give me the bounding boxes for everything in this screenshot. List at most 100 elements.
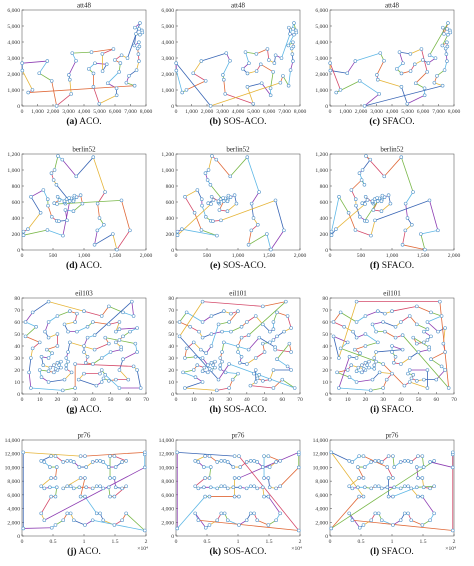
city-point [391, 523, 395, 527]
tour-edge [383, 156, 402, 177]
tour-edge [107, 71, 120, 84]
x-tick-label: 500 [49, 253, 58, 259]
x-tick-label: 70 [297, 397, 303, 403]
city-point [393, 325, 398, 329]
city-point [415, 304, 419, 309]
tour-edge [43, 467, 146, 521]
city-point [376, 340, 380, 345]
city-point [350, 486, 355, 491]
x-tick-label: 1 [83, 539, 86, 545]
x-tick-label: 50 [108, 397, 114, 403]
city-point [254, 69, 259, 73]
city-point [53, 476, 58, 480]
tour-edge [346, 60, 356, 74]
y-tick-label: 80 [14, 296, 20, 302]
tour-edge [248, 229, 252, 246]
city-point [228, 174, 233, 179]
city-point [428, 518, 432, 523]
city-point [203, 476, 207, 480]
y-tick-label: 70 [168, 308, 174, 314]
tour-edge [391, 345, 404, 351]
city-point [399, 362, 403, 366]
city-point [383, 311, 387, 316]
tour-edge [409, 315, 418, 325]
tour-edge [410, 519, 423, 526]
x-tick-label: 1,000 [232, 253, 245, 259]
city-point [85, 325, 90, 329]
x-tick-label: 2,000 [140, 253, 153, 259]
city-point [284, 299, 288, 304]
tour-edge [25, 311, 34, 323]
tour-edge [75, 156, 94, 177]
y-tick-label: 2,000 [315, 72, 328, 78]
city-point [42, 518, 47, 523]
city-point [114, 86, 119, 91]
tour-edge [333, 335, 349, 343]
city-point [345, 71, 350, 75]
x-tick-label: 3,000 [62, 109, 75, 115]
tour-edge [175, 62, 212, 107]
city-point [124, 459, 128, 463]
y-tick-label: 0 [325, 392, 328, 398]
city-point [392, 485, 396, 490]
city-point [450, 450, 455, 455]
tour-edge [80, 477, 86, 497]
city-point [237, 494, 241, 499]
city-point [67, 77, 72, 82]
axis-frame [329, 439, 455, 537]
city-point [23, 320, 28, 324]
tour-edge [22, 451, 81, 457]
city-point [106, 485, 111, 490]
axis-frame [21, 439, 147, 537]
tour-edge [266, 233, 272, 251]
city-point [39, 375, 44, 379]
city-point [271, 327, 276, 331]
city-point [400, 243, 405, 247]
city-point [386, 476, 391, 480]
subplot-caption: (h) SOS-ACO. [209, 404, 266, 415]
city-point [133, 341, 138, 346]
city-point [425, 368, 430, 372]
city-point [393, 335, 398, 340]
city-point [188, 325, 192, 329]
tour-edge [78, 379, 97, 387]
city-point [114, 93, 119, 98]
city-point [98, 459, 102, 463]
city-point [398, 518, 403, 523]
city-point [245, 320, 249, 324]
tour-edge [184, 381, 203, 389]
tour-edge [73, 203, 83, 212]
city-point [82, 350, 86, 354]
city-point [425, 70, 429, 74]
city-point [281, 74, 285, 78]
city-point [402, 383, 407, 388]
x-tick-label: 5,000 [247, 109, 260, 115]
y-tick-label: 200 [166, 232, 175, 238]
city-point [388, 201, 393, 206]
city-point [253, 368, 258, 372]
city-point [385, 465, 390, 469]
city-point [428, 486, 432, 491]
caption-method: SOS-ACO. [221, 261, 266, 271]
city-point [399, 320, 403, 324]
city-point [71, 460, 76, 464]
tour-edge [84, 496, 98, 514]
y-tick-label: 40 [168, 344, 174, 350]
y-tick-label: 200 [320, 232, 329, 238]
city-point [94, 383, 99, 388]
city-point [126, 377, 131, 382]
city-point [286, 83, 291, 88]
city-point [363, 465, 367, 469]
tour-edge [287, 315, 292, 329]
x-tick-label: 40 [90, 397, 96, 403]
city-point [193, 355, 198, 359]
city-point [249, 228, 254, 233]
city-point [379, 518, 384, 523]
city-point [225, 209, 230, 213]
tour-edge [184, 387, 218, 391]
city-point [49, 79, 54, 83]
city-point [237, 361, 242, 365]
city-point [62, 377, 67, 382]
x-tick-label: 1,000 [185, 109, 198, 115]
tour-edge [247, 82, 263, 88]
